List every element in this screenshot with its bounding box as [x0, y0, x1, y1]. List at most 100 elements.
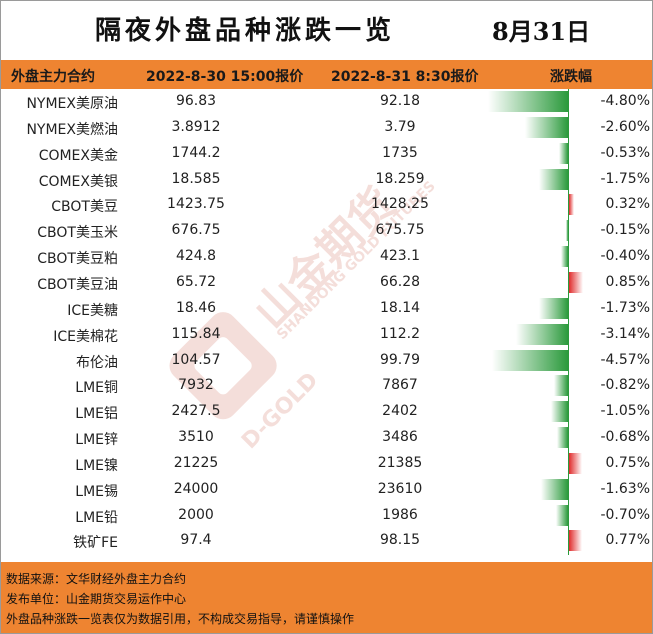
table-row: LME铜 7932 7867 -0.82% — [0, 373, 653, 399]
price-after: 66.28 — [379, 273, 421, 290]
contract-name: ICE美糖 — [67, 302, 118, 319]
contract-name: LME锌 — [75, 432, 118, 449]
price-before: 3510 — [178, 429, 214, 446]
change-bar-negative — [550, 401, 568, 423]
price-before: 96.83 — [175, 93, 217, 109]
table-row: LME铝 2427.5 2402 -1.05% — [0, 399, 653, 425]
change-bar-negative — [554, 375, 568, 397]
price-after: 92.18 — [379, 93, 421, 109]
price-before: 97.4 — [180, 532, 212, 549]
contract-name: CBOT美豆 — [51, 199, 118, 216]
price-after: 112.2 — [379, 325, 421, 342]
price-before: 115.84 — [171, 325, 221, 342]
contract-name: COMEX美银 — [38, 173, 118, 190]
change-bar-negative — [556, 427, 568, 449]
change-bar-negative — [556, 504, 568, 526]
change-bar-negative — [540, 478, 568, 500]
change-percent: -0.70% — [600, 506, 650, 523]
table-row: CBOT美豆 1423.75 1428.25 0.32% — [0, 192, 653, 218]
footer-publisher: 发布单位：山金期货交易运作中心 — [6, 592, 187, 606]
table-row: NYMEX美燃油 3.8912 3.79 -2.60% — [0, 115, 653, 141]
table-row: CBOT美豆油 65.72 66.28 0.85% — [0, 270, 653, 296]
change-bar-positive — [569, 530, 582, 552]
price-after: 423.1 — [379, 248, 421, 265]
contract-name: CBOT美豆粕 — [37, 251, 118, 268]
change-bar-negative — [491, 349, 568, 371]
change-bar-positive — [569, 452, 582, 474]
change-percent: -1.63% — [600, 480, 650, 497]
price-after: 23610 — [377, 480, 423, 497]
header-price1: 2022-8-30 15:00报价 — [146, 69, 304, 85]
table-row: ICE美棉花 115.84 112.2 -3.14% — [0, 322, 653, 348]
change-bar-positive — [569, 271, 584, 293]
footer: 数据来源：文华财经外盘主力合约 发布单位：山金期货交易运作中心 外盘品种涨跌一览… — [1, 562, 652, 633]
change-bar-negative — [538, 168, 568, 190]
price-before: 2427.5 — [171, 403, 221, 420]
price-before: 3.8912 — [171, 118, 221, 135]
price-before: 7932 — [178, 377, 214, 394]
price-before: 1744.2 — [171, 144, 221, 161]
contract-name: NYMEX美燃油 — [26, 121, 118, 138]
price-before: 18.46 — [175, 299, 217, 316]
price-before: 21225 — [173, 454, 219, 471]
change-percent: -2.60% — [600, 118, 650, 135]
change-bar-negative — [524, 116, 568, 138]
table-row: LME锡 24000 23610 -1.63% — [0, 477, 653, 503]
price-after: 2402 — [382, 403, 418, 420]
table-row: ICE美糖 18.46 18.14 -1.73% — [0, 296, 653, 322]
price-before: 1423.75 — [167, 196, 225, 213]
table-row: 铁矿FE 97.4 98.15 0.77% — [0, 528, 653, 554]
price-after: 1735 — [382, 144, 418, 161]
change-bar-negative — [515, 323, 568, 345]
price-after: 98.15 — [379, 532, 421, 549]
table-row: LME镍 21225 21385 0.75% — [0, 451, 653, 477]
price-after: 99.79 — [379, 351, 421, 368]
price-after: 675.75 — [375, 222, 425, 239]
price-before: 424.8 — [175, 248, 217, 265]
contract-name: COMEX美金 — [38, 147, 118, 164]
price-after: 1986 — [382, 506, 418, 523]
contract-name: CBOT美玉米 — [37, 225, 118, 242]
change-percent: -0.68% — [600, 429, 650, 446]
change-percent: -0.53% — [600, 144, 650, 161]
price-after: 3.79 — [384, 118, 416, 135]
price-before: 24000 — [173, 480, 219, 497]
contract-name: LME铜 — [75, 380, 118, 397]
change-percent: -4.80% — [600, 93, 650, 109]
page-title: 隔夜外盘品种涨跌一览 — [95, 16, 396, 46]
contract-name: LME镍 — [75, 457, 118, 474]
change-percent: -1.75% — [600, 170, 650, 187]
contract-name: ICE美棉花 — [53, 328, 118, 345]
change-percent: -0.82% — [600, 377, 650, 394]
price-before: 65.72 — [175, 273, 217, 290]
price-before: 104.57 — [171, 351, 221, 368]
table-row: COMEX美银 18.585 18.259 -1.75% — [0, 167, 653, 193]
table-row: CBOT美豆粕 424.8 423.1 -0.40% — [0, 244, 653, 270]
header-change: 涨跌幅 — [550, 69, 592, 85]
price-before: 2000 — [178, 506, 214, 523]
report-date: 8月31日 — [492, 17, 591, 46]
change-percent: -4.57% — [600, 351, 650, 368]
contract-name: 铁矿FE — [73, 535, 118, 552]
change-percent: -0.15% — [600, 222, 650, 239]
change-percent: -1.73% — [600, 299, 650, 316]
table-header: 外盘主力合约 2022-8-30 15:00报价 2022-8-31 8:30报… — [1, 60, 652, 89]
table-row: LME锌 3510 3486 -0.68% — [0, 425, 653, 451]
change-bar-negative — [539, 297, 568, 319]
bar-axis — [568, 89, 569, 555]
header-name: 外盘主力合约 — [11, 69, 95, 85]
contract-name: NYMEX美原油 — [26, 96, 118, 112]
footer-disclaimer: 外盘品种涨跌一览表仅为数据引用，不构成交易指导，请谨慎操作 — [6, 612, 355, 626]
footer-source: 数据来源：文华财经外盘主力合约 — [6, 572, 187, 586]
price-after: 3486 — [382, 429, 418, 446]
table-row: LME铅 2000 1986 -0.70% — [0, 503, 653, 529]
price-after: 21385 — [377, 454, 423, 471]
change-percent: -1.05% — [600, 403, 650, 420]
change-percent: 0.32% — [605, 196, 650, 213]
table-row: COMEX美金 1744.2 1735 -0.53% — [0, 141, 653, 167]
contract-name: LME锡 — [75, 483, 118, 500]
title-row: 隔夜外盘品种涨跌一览 8月31日 — [0, 0, 653, 60]
change-bar-negative — [559, 142, 568, 164]
change-bar-negative — [561, 246, 568, 268]
price-before: 18.585 — [171, 170, 221, 187]
